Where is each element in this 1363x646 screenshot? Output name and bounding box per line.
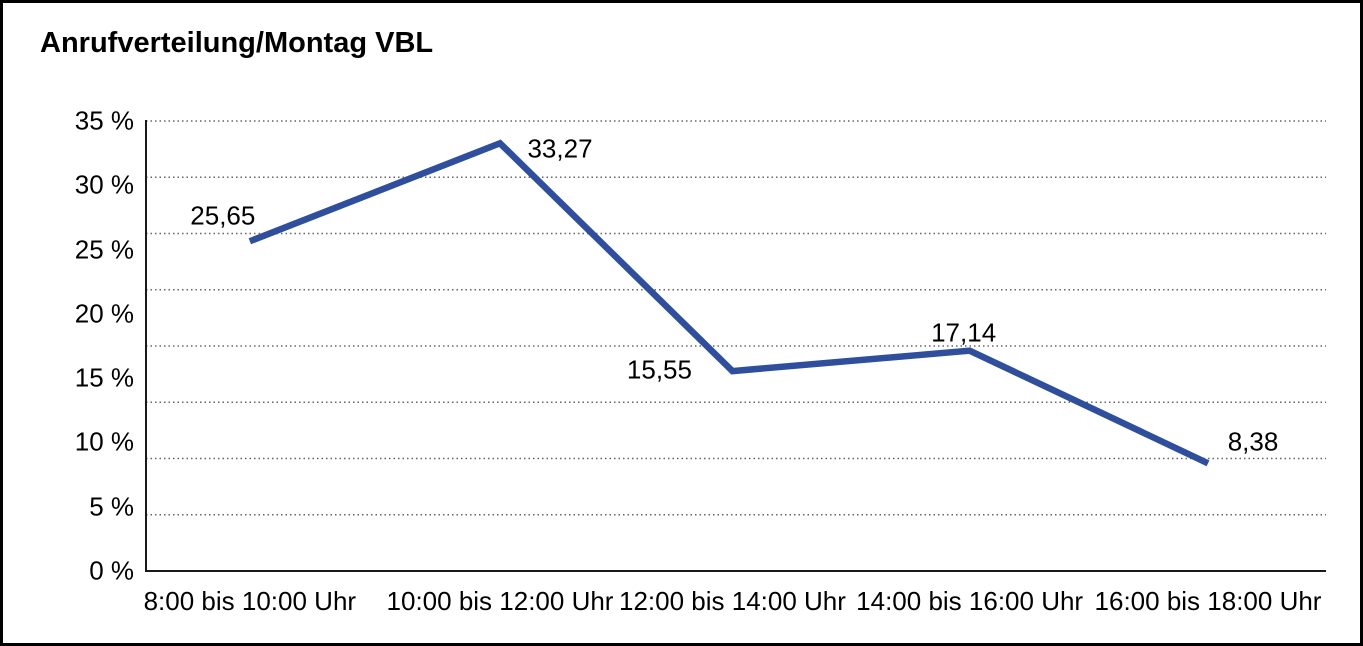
data-value-label: 8,38 [1227,426,1279,457]
data-value-label: 33,27 [527,133,593,164]
x-category-label: 16:00 bis 18:00 Uhr [1094,586,1322,616]
y-tick-label: 35 % [74,105,134,136]
y-tick-label: 25 % [74,234,134,265]
y-tick-label: 10 % [74,426,134,457]
y-tick-label: 30 % [74,169,134,200]
y-tick-label: 0 % [89,555,134,586]
data-value-label: 17,14 [931,317,997,348]
x-category-label: 12:00 bis 14:00 Uhr [618,586,846,616]
data-series-line [248,139,1210,467]
y-tick-label: 5 % [89,491,134,522]
line-chart-plot [145,120,1326,572]
x-category-label: 14:00 bis 16:00 Uhr [856,586,1084,616]
y-tick-label: 15 % [74,362,134,393]
x-category-label: 10:00 bis 12:00 Uhr [386,586,614,616]
x-category-label: 8:00 bis 10:00 Uhr [143,586,357,616]
chart-title: Anrufverteilung/Montag VBL [40,27,434,59]
y-tick-label: 20 % [74,298,134,329]
data-value-label: 25,65 [190,200,256,231]
data-value-label: 15,55 [626,354,692,385]
